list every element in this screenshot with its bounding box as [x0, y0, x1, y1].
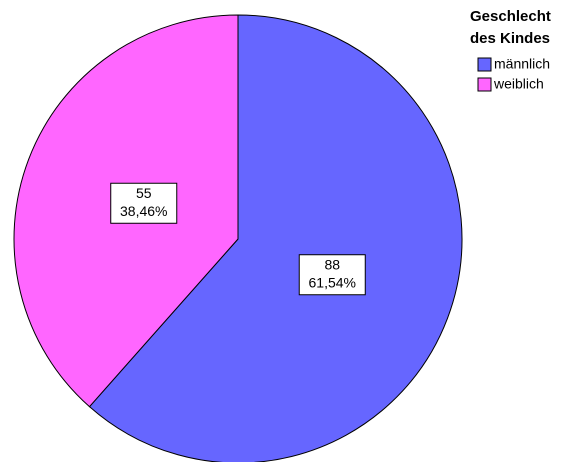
- data-label: 88 61,54%: [298, 254, 366, 296]
- data-label: 55 38,46%: [110, 182, 178, 224]
- label-percent: 61,54%: [309, 274, 356, 290]
- label-box: [298, 254, 366, 296]
- pie-slice: [88, 14, 463, 462]
- legend-label: männlich: [494, 56, 550, 72]
- label-count: 55: [136, 185, 152, 201]
- label-count: 88: [324, 256, 340, 272]
- label-box: [110, 182, 178, 224]
- legend-swatch: [477, 77, 492, 92]
- legend-title: des Kindes: [470, 30, 550, 47]
- legend-label: weiblich: [493, 76, 544, 92]
- label-percent: 38,46%: [120, 203, 167, 219]
- legend-swatch: [477, 57, 492, 72]
- legend-title: Geschlecht: [470, 8, 551, 25]
